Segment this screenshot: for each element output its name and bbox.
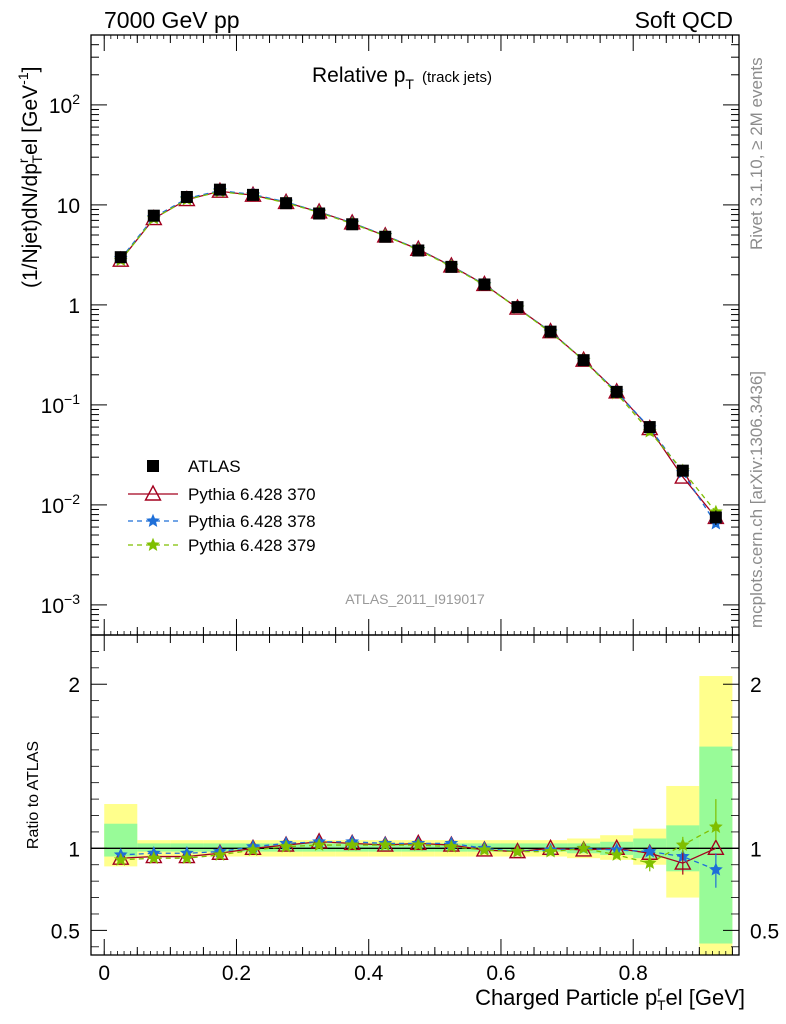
ratio-panel-axes: 0.5 0.5 1 1 2 2 0 0.2 0.4 0.6 0.8 — [51, 634, 779, 985]
main-panel-axes: 10−3 10−2 10−1 1 10 102 — [41, 34, 740, 636]
x-tick-label: 0.2 — [222, 962, 251, 985]
legend-entry: Pythia 6.428 370 — [188, 485, 316, 504]
main-panel-series — [112, 181, 725, 530]
ratio-frame — [90, 634, 740, 956]
y-tick-label: 10−1 — [41, 391, 81, 418]
legend: ATLAS Pythia 6.428 370 Pythia 6.428 378 Pyt… — [128, 457, 316, 555]
data-point — [676, 464, 689, 477]
data-point — [576, 841, 591, 855]
legend-marker — [147, 460, 159, 472]
y-tick-label: 10−2 — [41, 491, 81, 518]
data-point — [444, 839, 459, 853]
legend-marker — [144, 484, 162, 501]
y-tick-label: 102 — [49, 91, 80, 118]
data-point — [543, 844, 558, 858]
data-point — [313, 207, 326, 220]
data-point — [280, 197, 293, 210]
data-point — [114, 251, 127, 264]
y-tick-label: 10−3 — [41, 591, 81, 618]
data-point — [477, 842, 492, 856]
data-point — [312, 837, 327, 851]
data-point — [610, 385, 623, 398]
data-point — [247, 188, 259, 201]
data-point — [577, 354, 590, 367]
data-point — [178, 847, 196, 864]
data-point — [478, 278, 491, 291]
x-tick-label: 0.4 — [354, 962, 384, 985]
data-point — [113, 852, 128, 866]
data-point — [345, 837, 360, 851]
ratio-y-tick-label-left: 2 — [68, 674, 80, 697]
data-point — [213, 183, 226, 196]
data-point — [147, 209, 160, 222]
data-point — [544, 325, 557, 338]
data-point — [379, 230, 392, 243]
data-point — [642, 844, 657, 858]
y-tick-label: 10 — [57, 195, 80, 218]
x-tick-label: 0 — [98, 962, 110, 985]
data-point — [411, 837, 426, 851]
data-point — [112, 848, 130, 865]
data-point — [213, 847, 227, 861]
legend-entry: Pythia 6.428 378 — [188, 512, 316, 531]
x-axis-label: Charged Particle pr Tel [GeV] — [475, 983, 745, 1013]
rivet-version-label: Rivet 3.1.10, ≥ 2M events — [747, 57, 766, 250]
chart-title: Relative pT (track jets) — [312, 64, 492, 92]
data-point — [346, 218, 359, 231]
data-point — [378, 837, 393, 851]
legend-entry: ATLAS — [188, 457, 241, 476]
ratio-y-tick-label-left: 0.5 — [51, 920, 80, 943]
data-point — [246, 842, 260, 856]
y-tick-label: 1 — [68, 295, 80, 318]
ratio-y-tick-label-right: 0.5 — [750, 920, 779, 943]
data-point — [445, 260, 458, 273]
analysis-watermark: ATLAS_2011_I919017 — [345, 591, 485, 607]
x-tick-label: 0.8 — [619, 962, 648, 985]
header-right: Soft QCD — [635, 7, 733, 33]
legend-marker — [146, 537, 160, 551]
ratio-uncertainty-bands — [104, 676, 733, 955]
ratio-y-tick-label-left: 1 — [68, 838, 80, 861]
ratio-y-tick-label-right: 2 — [750, 674, 762, 697]
ratio-panel-series — [112, 799, 725, 888]
data-point — [609, 847, 624, 861]
data-point — [179, 850, 194, 865]
source-label: mcplots.cern.ch [arXiv:1306.3436] — [747, 371, 766, 628]
legend-entry: Pythia 6.428 379 — [188, 536, 316, 555]
ratio-y-tick-label-right: 1 — [750, 838, 762, 861]
data-point — [146, 850, 161, 865]
data-point — [279, 839, 293, 853]
data-point — [511, 301, 524, 314]
data-point — [643, 421, 656, 434]
main-y-axis-label: (1/Njet)dN/dprTel [GeV-1] — [15, 67, 45, 288]
data-point — [145, 847, 163, 864]
ratio-y-axis-label: Ratio to ATLAS — [25, 741, 42, 849]
data-point — [211, 843, 229, 860]
data-point — [180, 190, 193, 203]
legend-marker — [146, 513, 160, 527]
data-point — [412, 244, 425, 257]
data-point — [510, 844, 525, 858]
x-tick-label: 0.6 — [486, 962, 515, 985]
band-green — [699, 746, 733, 944]
header-left: 7000 GeV pp — [104, 7, 240, 33]
